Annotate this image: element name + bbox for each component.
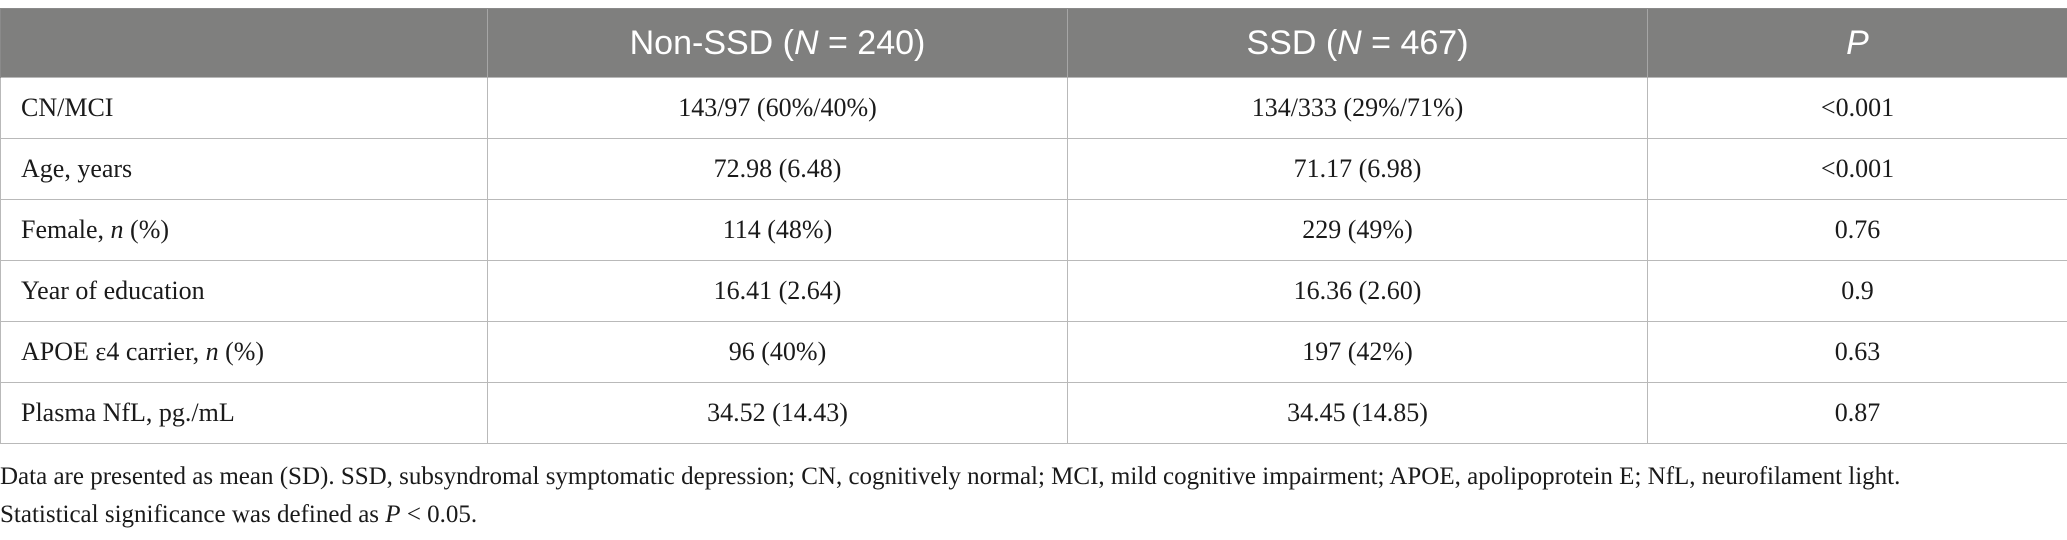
cell-non-ssd: 16.41 (2.64) <box>487 260 1068 322</box>
table-footnote: Data are presented as mean (SD). SSD, su… <box>0 458 2060 534</box>
cell-non-ssd: 143/97 (60%/40%) <box>487 77 1068 139</box>
footnote-line-2: Statistical significance was defined as … <box>0 501 478 528</box>
cell-non-ssd: 34.52 (14.43) <box>487 382 1068 444</box>
table-row: Year of education 16.41 (2.64) 16.36 (2.… <box>0 260 2067 322</box>
table-row: Age, years 72.98 (6.48) 71.17 (6.98) <0.… <box>0 138 2067 200</box>
cell-ssd: 229 (49%) <box>1067 199 1648 261</box>
row-label: CN/MCI <box>0 77 488 139</box>
row-label: Plasma NfL, pg./mL <box>0 382 488 444</box>
table-row: Female, n (%) 114 (48%) 229 (49%) 0.76 <box>0 199 2067 261</box>
cell-ssd: 71.17 (6.98) <box>1067 138 1648 200</box>
header-ssd: SSD (N = 467) <box>1067 8 1648 78</box>
header-non-ssd: Non-SSD (N = 240) <box>487 8 1068 78</box>
cell-ssd: 34.45 (14.85) <box>1067 382 1648 444</box>
cell-non-ssd: 96 (40%) <box>487 321 1068 383</box>
cell-p: 0.9 <box>1647 260 2067 322</box>
cell-non-ssd: 114 (48%) <box>487 199 1068 261</box>
table-row: Plasma NfL, pg./mL 34.52 (14.43) 34.45 (… <box>0 382 2067 444</box>
cell-p: 0.63 <box>1647 321 2067 383</box>
cell-p: <0.001 <box>1647 77 2067 139</box>
cell-ssd: 16.36 (2.60) <box>1067 260 1648 322</box>
cell-p: <0.001 <box>1647 138 2067 200</box>
row-label: APOE ε4 carrier, n (%) <box>0 321 488 383</box>
cell-ssd: 197 (42%) <box>1067 321 1648 383</box>
header-row: Non-SSD (N = 240) SSD (N = 467) P <box>0 8 2067 78</box>
cell-non-ssd: 72.98 (6.48) <box>487 138 1068 200</box>
header-p-value: P <box>1647 8 2067 78</box>
row-label: Female, n (%) <box>0 199 488 261</box>
row-label: Year of education <box>0 260 488 322</box>
header-label-column <box>0 8 488 78</box>
table-row: CN/MCI 143/97 (60%/40%) 134/333 (29%/71%… <box>0 77 2067 139</box>
table-row: APOE ε4 carrier, n (%) 96 (40%) 197 (42%… <box>0 321 2067 383</box>
footnote-line-1: Data are presented as mean (SD). SSD, su… <box>0 463 1901 490</box>
row-label: Age, years <box>0 138 488 200</box>
characteristics-table: Non-SSD (N = 240) SSD (N = 467) P CN/MCI… <box>0 8 2067 444</box>
cell-ssd: 134/333 (29%/71%) <box>1067 77 1648 139</box>
cell-p: 0.87 <box>1647 382 2067 444</box>
cell-p: 0.76 <box>1647 199 2067 261</box>
